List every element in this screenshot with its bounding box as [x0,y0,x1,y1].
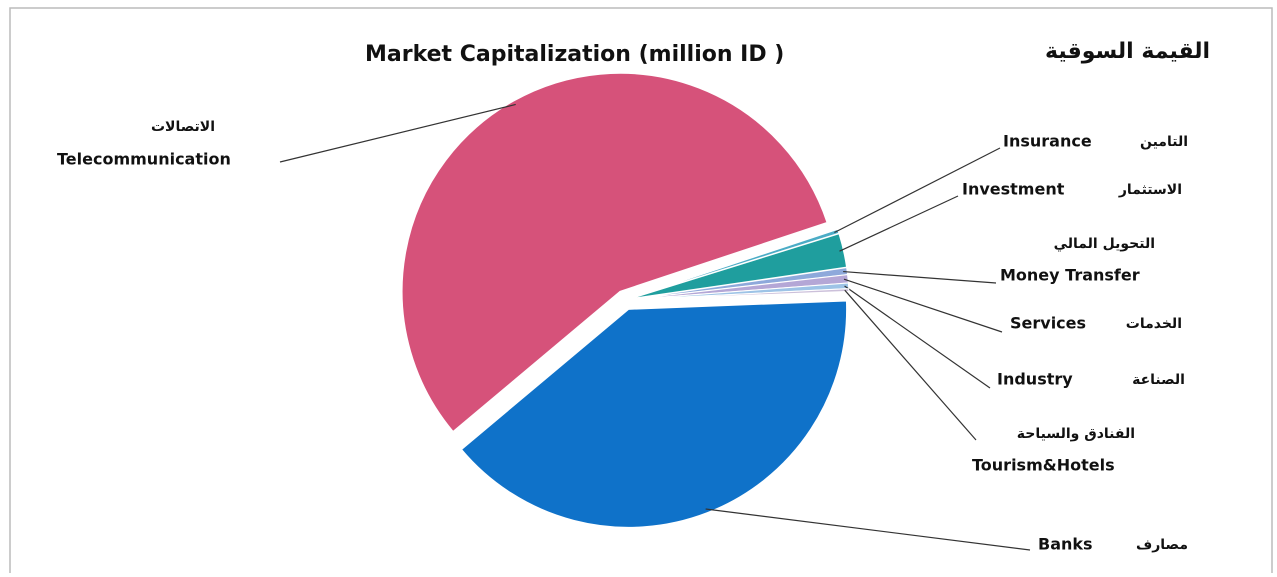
slice-label: Investment [962,180,1065,199]
leader-line [834,147,1001,234]
slice-label-ar: الفنادق والسياحة [1017,426,1135,442]
slice-label: Banks [1038,535,1093,554]
slice-label: Services [1010,314,1086,333]
frame [9,7,1273,577]
pie-slice [401,72,828,433]
slice-label-ar: مصارف [1136,537,1188,553]
slice-label-ar: الخدمات [1126,316,1182,332]
leader-line [279,103,516,163]
pie-slice [630,228,840,299]
leader-line [839,195,959,252]
slice-label-ar: التامين [1140,134,1188,150]
slice-label: Telecommunication [57,150,231,169]
slice-label: Tourism&Hotels [972,456,1115,475]
slice-label: Insurance [1003,132,1092,151]
slice-label-ar: الصناعة [1132,372,1185,388]
slice-label: Money Transfer [1000,266,1140,285]
leader-line [843,270,997,284]
slice-label-ar: التحويل المالي [1054,236,1155,252]
leader-line [844,285,991,389]
slice-label-ar: الاتصالات [151,119,215,135]
slice-label-ar: الاستثمار [1118,182,1182,198]
pie-slice [460,300,848,528]
leader-line [843,278,1003,333]
chart-title: Market Capitalization (million ID ) [365,42,784,67]
chart-title-ar: القيمة السوقية [1045,39,1210,64]
pie-slice [630,288,850,301]
pie-slice [630,233,848,300]
slice-label: Industry [997,370,1073,389]
leader-line [844,289,977,441]
leader-line [705,508,1031,551]
